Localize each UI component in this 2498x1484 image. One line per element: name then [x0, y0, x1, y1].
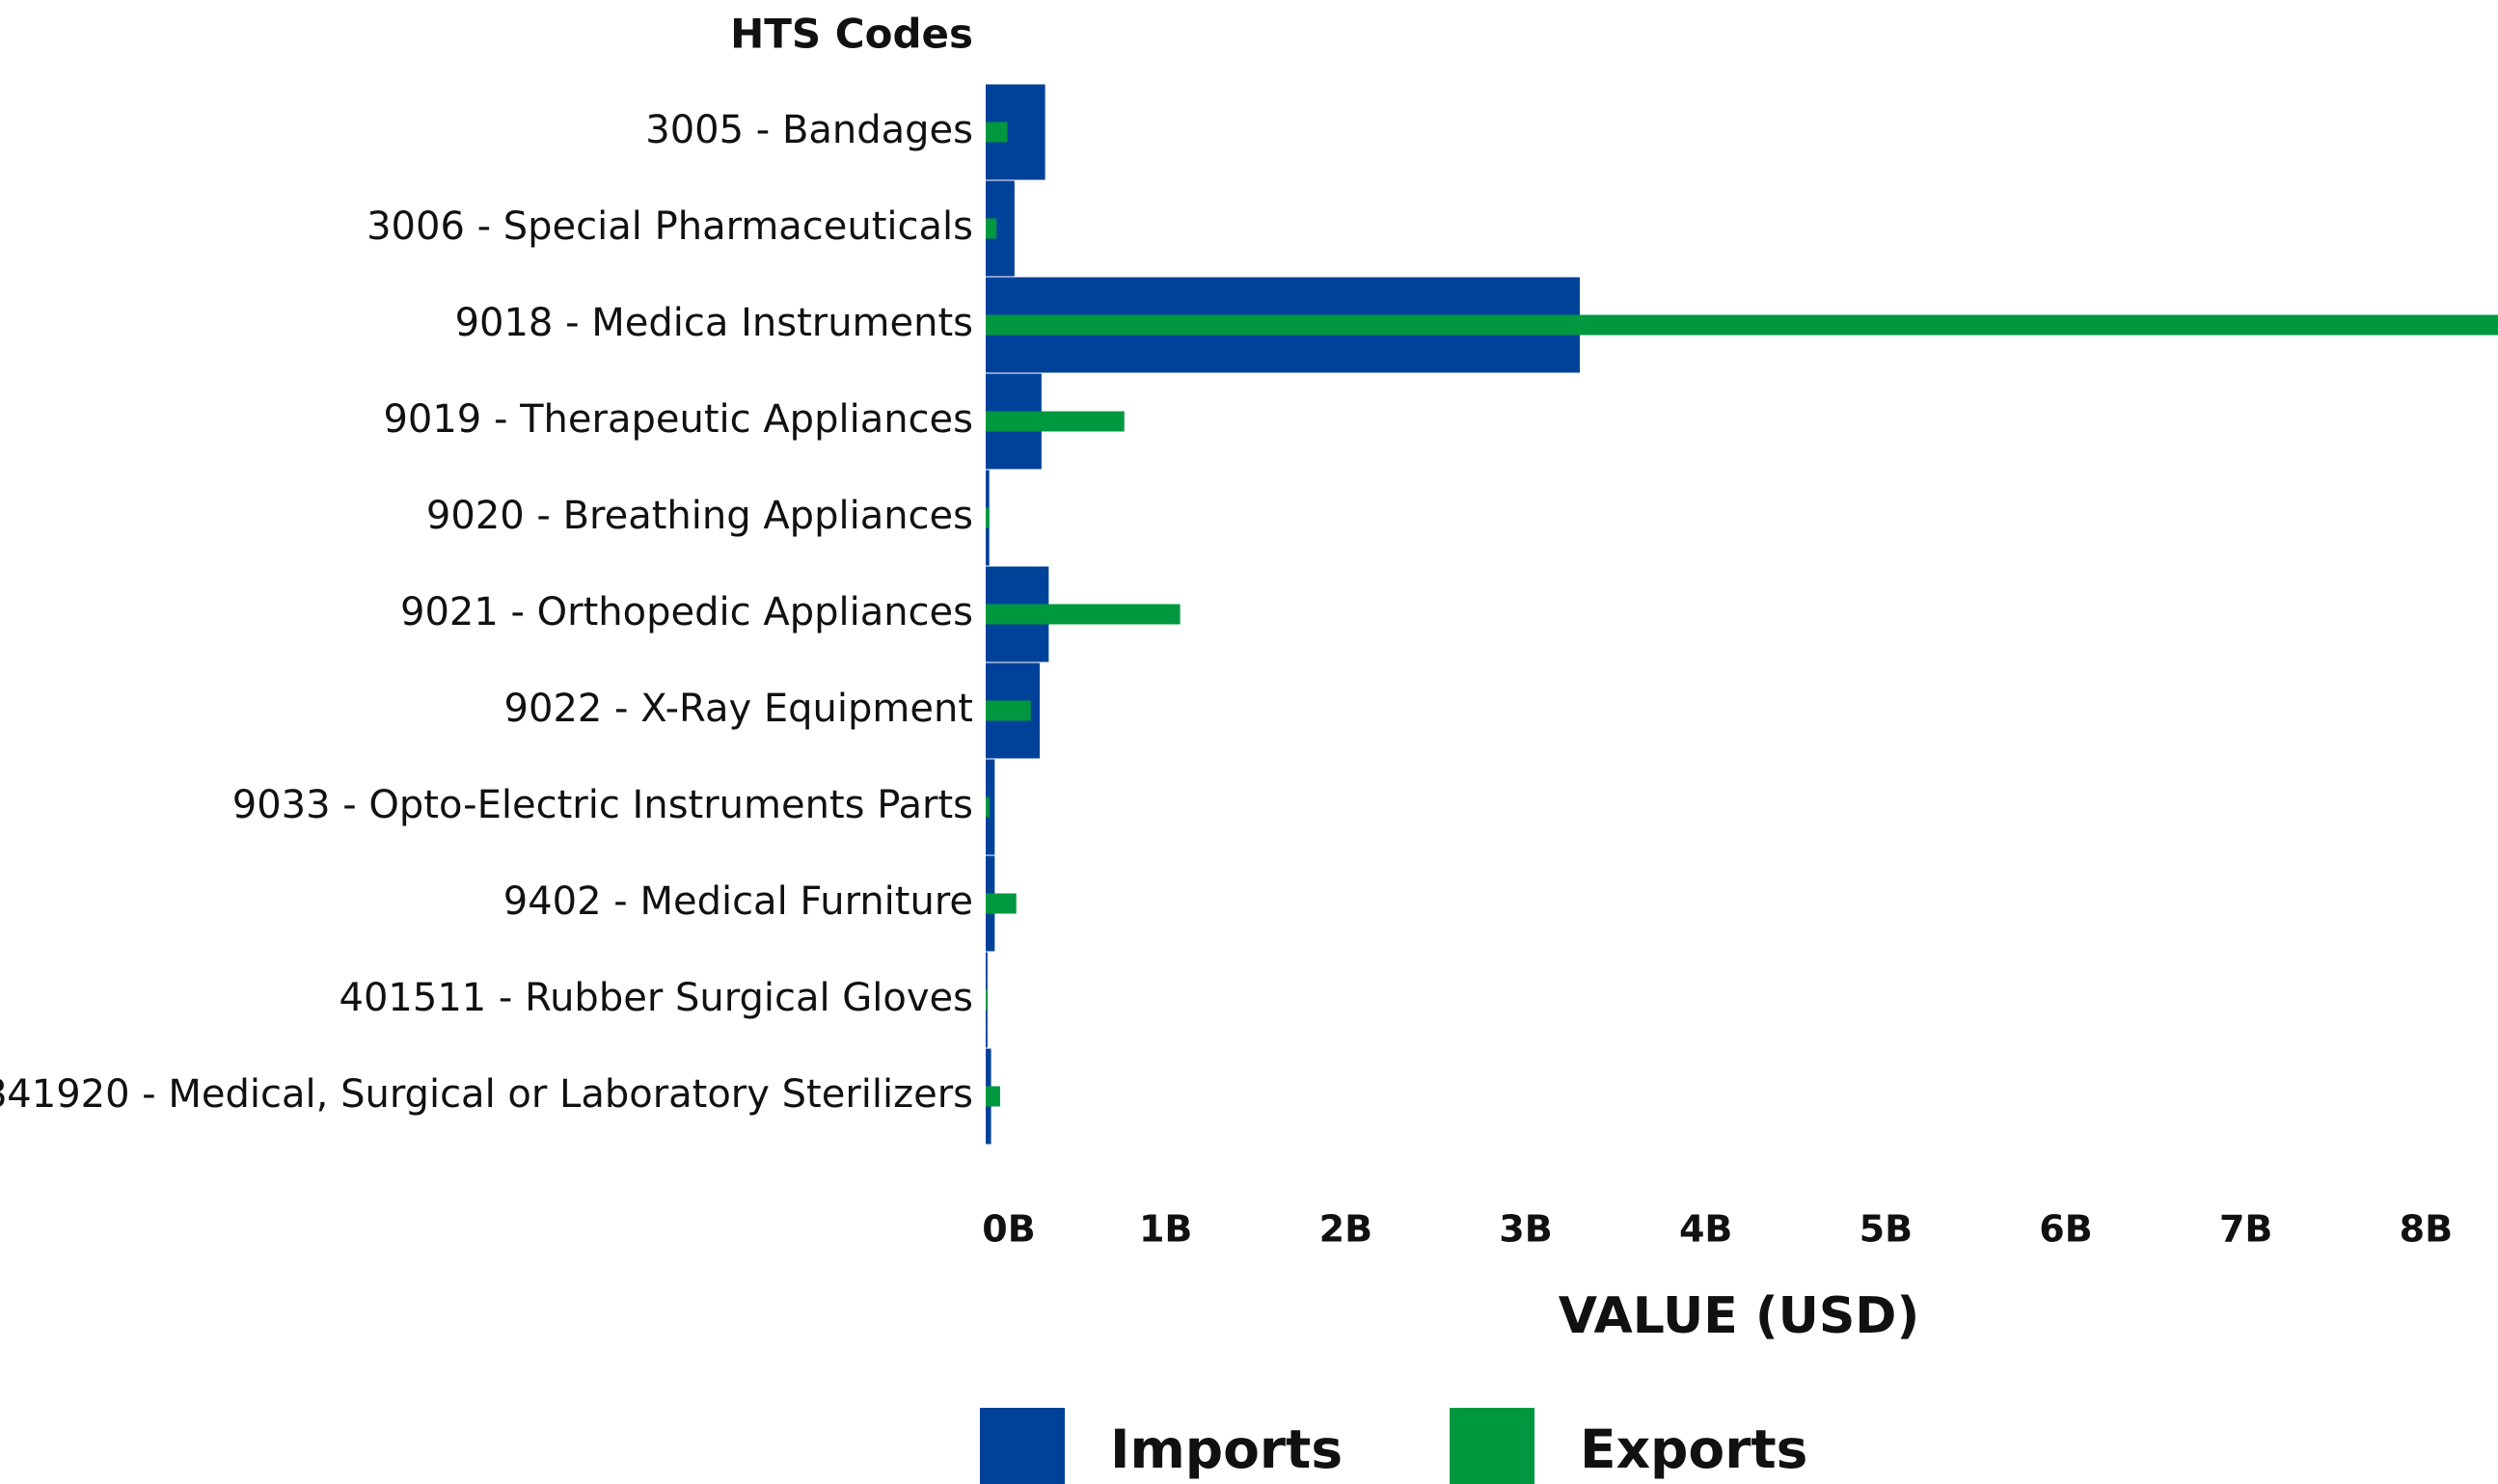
y-tick-label: 9021 - Orthopedic Appliances [400, 590, 973, 634]
y-tick-label: 841920 - Medical, Surgical or Laboratory… [0, 1072, 973, 1117]
legend-label: Exports [1580, 1418, 1807, 1480]
bar [986, 604, 1181, 625]
y-tick-label: 3006 - Special Pharmaceuticals [367, 204, 973, 249]
legend-swatch [1450, 1408, 1534, 1484]
y-tick-label: 9019 - Therapeutic Appliances [383, 397, 973, 442]
bar [986, 759, 995, 855]
x-tick-label: 6B [2039, 1208, 2092, 1251]
bar [986, 507, 990, 528]
x-tick-label: 5B [1860, 1208, 1913, 1251]
y-tick-label: 9033 - Opto-Electric Instruments Parts [232, 783, 973, 827]
y-tick-label: 9022 - X-Ray Equipment [504, 687, 973, 731]
x-tick-label: 4B [1679, 1208, 1732, 1251]
y-tick-label: 9020 - Breathing Appliances [426, 494, 973, 538]
bar [986, 989, 988, 1011]
x-tick-label: 3B [1499, 1208, 1552, 1251]
bar [986, 1086, 1000, 1107]
bar [986, 700, 1031, 721]
y-tick-label: 9402 - Medical Furniture [503, 879, 973, 924]
bar [986, 411, 1125, 432]
bar [986, 121, 1008, 143]
x-tick-label: 1B [1139, 1208, 1192, 1251]
x-axis-title: VALUE (USD) [1559, 1287, 1919, 1345]
y-tick-label: 3005 - Bandages [645, 108, 973, 152]
x-tick-label: 2B [1319, 1208, 1372, 1251]
bar [986, 796, 990, 818]
bar [986, 218, 997, 239]
bar [986, 314, 2498, 336]
y-tick-label: 9018 - Medica Instruments [455, 301, 973, 345]
x-tick-label: 8B [2400, 1208, 2453, 1251]
legend-swatch [980, 1408, 1065, 1484]
x-tick-label: 7B [2219, 1208, 2272, 1251]
chart-title: HTS Codes [730, 11, 973, 58]
y-tick-label: 401511 - Rubber Surgical Gloves [339, 976, 973, 1020]
x-tick-label: 0B [982, 1208, 1035, 1251]
legend-label: Imports [1110, 1418, 1343, 1480]
bar [986, 893, 1017, 914]
